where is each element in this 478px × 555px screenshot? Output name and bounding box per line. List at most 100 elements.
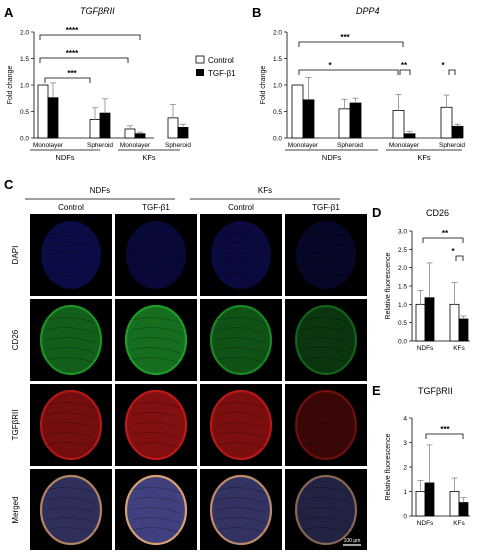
micro-group-label: KFs: [258, 186, 272, 195]
panel-letter-a: A: [4, 5, 14, 20]
micro-panel: [285, 384, 367, 466]
bar-control: [37, 84, 49, 139]
spheroid-texture: [216, 357, 266, 364]
significance-label: ***: [440, 425, 450, 434]
spheroid-texture: [46, 242, 96, 249]
spheroid-texture: [301, 347, 351, 354]
spheroid-texture: [131, 507, 181, 514]
spheroid-texture: [46, 357, 96, 364]
micro-row-label: TGFβRII: [11, 410, 20, 441]
bar-tgf: [134, 133, 146, 139]
spheroid-texture: [46, 442, 96, 449]
y-tick-label: 1.5: [273, 56, 282, 63]
spheroid-texture: [131, 432, 181, 439]
spheroid-texture: [216, 527, 266, 534]
spheroid-texture: [131, 442, 181, 449]
spheroid-fill: [211, 391, 271, 459]
spheroid-texture: [216, 432, 266, 439]
spheroid-rim: [294, 389, 358, 461]
y-tick-label: 1: [403, 489, 407, 496]
spheroid-rim: [209, 474, 273, 546]
significance-label: *: [451, 247, 455, 256]
micro-panel: [200, 214, 282, 296]
x-tick-label: Monolayer: [33, 142, 64, 149]
spheroid-fill: [126, 391, 186, 459]
x-tick-label: KFs: [453, 520, 465, 527]
spheroid-texture: [301, 527, 351, 534]
x-tick-label: NDFs: [417, 345, 434, 352]
micro-col-label: Control: [228, 203, 254, 212]
spheroid-texture: [131, 517, 181, 524]
spheroid-texture: [301, 497, 351, 504]
spheroid-fill: [296, 306, 356, 374]
significance-label: **: [442, 229, 449, 238]
group-label: KFs: [142, 153, 156, 162]
spheroid-texture: [46, 317, 96, 324]
bar-control: [338, 108, 351, 139]
spheroid-texture: [131, 347, 181, 354]
spheroid-texture: [216, 412, 266, 419]
spheroid-texture: [216, 262, 266, 269]
spheroid-texture: [131, 272, 181, 279]
bar-tgf: [403, 133, 416, 139]
scale-bar-label: 100 µm: [344, 538, 361, 544]
micro-panel: [285, 469, 367, 551]
spheroid-texture: [301, 262, 351, 269]
micro-panel: [30, 214, 112, 296]
chart-title: CD26: [426, 208, 449, 218]
spheroid-rim: [209, 389, 273, 461]
bar-control: [89, 119, 101, 139]
spheroid-texture: [301, 432, 351, 439]
spheroid-texture: [301, 442, 351, 449]
spheroid-texture: [301, 422, 351, 429]
spheroid-rim: [124, 304, 188, 376]
y-axis-label: Fold change: [260, 66, 267, 105]
bar-tgf: [458, 502, 469, 517]
spheroid-texture: [46, 347, 96, 354]
significance-bracket: [39, 34, 141, 40]
bar-control: [415, 491, 426, 517]
y-axis-label: Relative fluorescence: [385, 252, 392, 319]
spheroid-rim: [294, 474, 358, 546]
significance-bracket: [422, 237, 464, 243]
significance-bracket: [399, 69, 411, 75]
y-tick-label: 0.0: [20, 136, 29, 143]
spheroid-texture: [46, 232, 96, 239]
y-tick-label: 0.5: [20, 109, 29, 116]
significance-bracket: [298, 69, 399, 75]
spheroid-texture: [301, 242, 351, 249]
spheroid-texture: [131, 422, 181, 429]
spheroid-texture: [301, 412, 351, 419]
bar-tgf: [302, 99, 315, 139]
spheroid-rim: [124, 474, 188, 546]
panel-letter-d: D: [372, 205, 381, 220]
chart-title: DPP4: [356, 6, 380, 16]
spheroid-texture: [46, 527, 96, 534]
y-tick-label: 0: [403, 514, 407, 521]
legend: Control TGF-β1: [195, 55, 236, 78]
spheroid-fill: [41, 221, 101, 289]
spheroid-texture: [131, 497, 181, 504]
spheroid-texture: [301, 517, 351, 524]
significance-bracket: [39, 57, 129, 63]
y-tick-label: 0.5: [273, 109, 282, 116]
spheroid-texture: [131, 317, 181, 324]
chart-d: CD26 0.0 0.5 1.0 1.5 2.0 2.5 3.0 Relative fluore…: [385, 208, 470, 352]
micro-col-label: TGF-β1: [142, 203, 170, 212]
spheroid-texture: [131, 252, 181, 259]
spheroid-texture: [46, 422, 96, 429]
chart-a: TGFβRII 0.0 0.5 1.0 1.5 2.0 Fold change Monolay…: [7, 6, 191, 162]
spheroid-fill: [211, 476, 271, 544]
micro-panel: [115, 214, 197, 296]
panel-letter-e: E: [372, 383, 381, 398]
legend-control-swatch: [195, 55, 205, 64]
bar-tgf: [424, 482, 435, 517]
y-tick-label: 2.0: [273, 30, 282, 37]
legend-tgf-swatch: [196, 69, 204, 76]
legend-tgf-label: TGF-β1: [208, 69, 236, 78]
spheroid-texture: [46, 432, 96, 439]
y-tick-label: 1.0: [398, 302, 407, 309]
bar-control: [415, 303, 426, 342]
micro-group-label: NDFs: [90, 186, 110, 195]
